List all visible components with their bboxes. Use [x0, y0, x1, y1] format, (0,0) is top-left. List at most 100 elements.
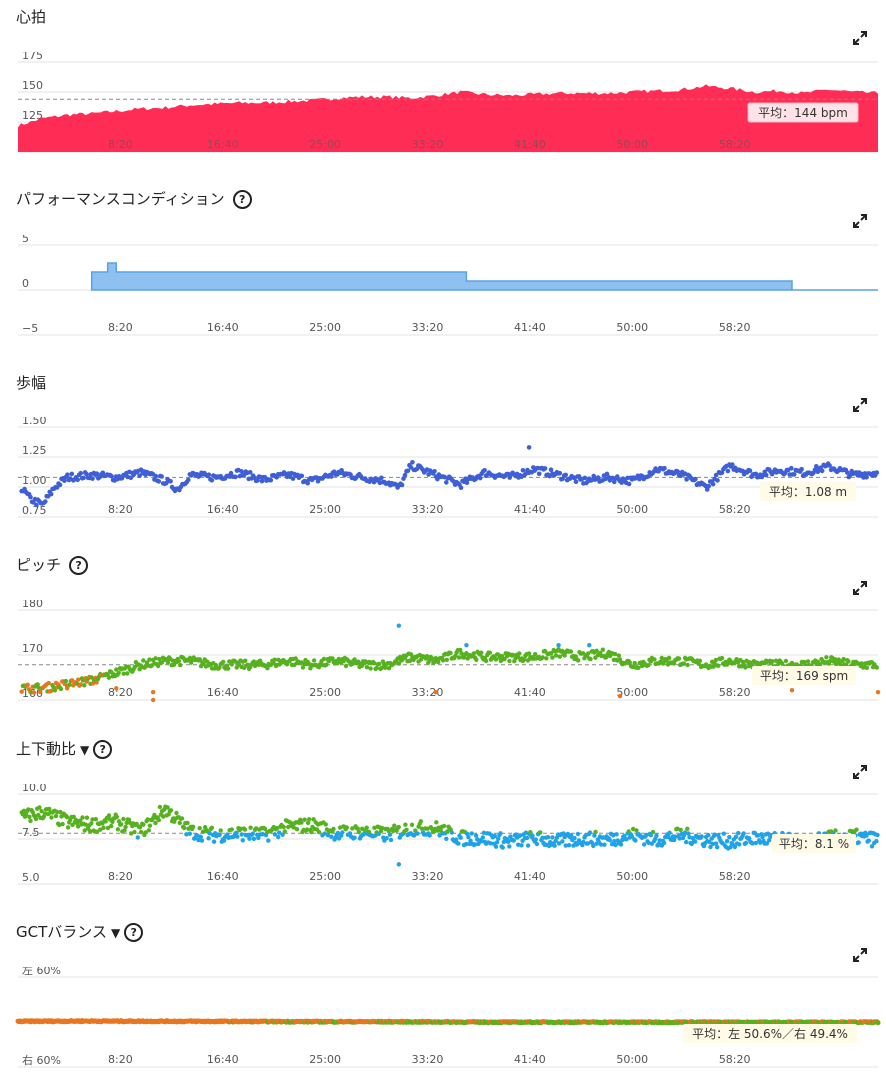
y-tick-label: 5 — [22, 235, 29, 245]
vertical-ratio-point — [469, 831, 474, 836]
expand-icon[interactable] — [852, 764, 868, 780]
y-tick-label: 1.25 — [22, 444, 47, 457]
vertical-ratio-point — [277, 830, 282, 835]
vertical-ratio-point — [611, 833, 616, 838]
vertical-ratio-point — [561, 831, 566, 836]
cadence-point — [308, 666, 313, 671]
cadence-point — [121, 671, 126, 676]
help-icon[interactable]: ? — [124, 923, 144, 942]
cadence-point — [64, 686, 70, 691]
cadence-point — [627, 660, 632, 665]
x-tick-label: 58:20 — [719, 870, 751, 883]
cadence-point — [502, 656, 507, 662]
vertical-ratio-point — [39, 809, 44, 814]
help-icon[interactable]: ? — [232, 190, 252, 209]
cadence-title: ピッチ — [16, 556, 62, 574]
expand-icon[interactable] — [852, 30, 868, 46]
vertical-ratio-point — [741, 831, 746, 836]
stride-point — [626, 481, 632, 487]
vertical-ratio-point — [618, 842, 624, 847]
cadence-point — [666, 655, 672, 661]
cadence-point — [544, 656, 549, 661]
x-tick-label: 16:40 — [207, 1053, 239, 1066]
vertical-ratio-point — [613, 842, 618, 848]
vertical-ratio-point — [311, 817, 316, 822]
dropdown-caret-icon[interactable]: ▼ — [110, 926, 121, 940]
cadence-point — [243, 658, 248, 663]
gct-balance-point — [875, 1020, 881, 1026]
stride-point — [563, 472, 568, 478]
vertical-ratio-point — [350, 826, 355, 831]
cadence-point — [824, 655, 829, 660]
vertical-ratio-point — [545, 835, 551, 840]
x-tick-label: 50:00 — [616, 686, 648, 699]
cadence-point — [464, 643, 469, 648]
vertical-ratio-point — [309, 829, 314, 835]
stride-point — [464, 480, 470, 485]
vertical-ratio-point — [528, 830, 533, 835]
vertical-ratio-point — [221, 838, 227, 843]
vertical-ratio-point — [94, 829, 100, 834]
stride-point — [62, 478, 67, 483]
vertical-ratio-point — [182, 825, 187, 831]
dropdown-caret-icon[interactable]: ▼ — [80, 743, 90, 757]
expand-icon[interactable] — [852, 947, 868, 963]
vertical-ratio-point — [661, 840, 667, 846]
vertical-ratio-point — [47, 806, 52, 812]
vertical-ratio-point — [552, 843, 557, 848]
vertical-ratio-point — [685, 826, 690, 831]
cadence-point — [517, 651, 522, 656]
y-tick-label: 180 — [22, 600, 43, 610]
vertical-ratio-point — [866, 838, 871, 843]
vertical-ratio-point — [560, 839, 565, 844]
expand-icon[interactable] — [852, 213, 868, 229]
average-box — [747, 102, 859, 123]
cadence-point — [383, 665, 388, 670]
y-tick-label: 125 — [22, 109, 43, 122]
x-tick-label: 41:40 — [514, 138, 546, 151]
vertical-ratio-point — [207, 831, 212, 836]
x-tick-label: 25:00 — [309, 138, 341, 151]
cadence-point — [90, 681, 96, 686]
vertical-ratio-point — [251, 836, 257, 841]
vertical-ratio-point — [33, 816, 39, 822]
x-tick-label: 50:00 — [616, 138, 648, 151]
average-label: 平均：169 spm — [760, 669, 848, 683]
cadence-point — [526, 651, 532, 656]
vertical-ratio-point — [71, 814, 76, 819]
vertical-ratio-point — [524, 835, 530, 841]
vertical-ratio-chart: 10.0 7.5 5.0 8:20 16:40 25:00 33:20 41:40 50:00 5… — [18, 784, 880, 885]
x-tick-label: 16:40 — [207, 686, 239, 699]
cadence-point — [225, 666, 231, 671]
vertical-ratio-point — [516, 842, 521, 847]
vertical-ratio-point — [53, 813, 59, 819]
expand-icon[interactable] — [852, 580, 868, 596]
vertical-ratio-point — [239, 832, 244, 837]
help-icon[interactable]: ? — [69, 556, 89, 575]
cadence-title-wrap: ピッチ? — [16, 554, 89, 575]
cadence-point — [479, 650, 484, 655]
cadence-point — [646, 663, 651, 668]
help-icon[interactable]: ? — [93, 740, 113, 759]
vertical-ratio-point — [323, 822, 328, 827]
vertical-ratio-point — [168, 808, 174, 813]
vertical-ratio-point — [84, 815, 90, 820]
vertical-ratio-point — [234, 830, 239, 835]
cadence-point — [229, 662, 234, 667]
x-tick-label: 8:20 — [108, 503, 133, 516]
cadence-point — [418, 657, 424, 662]
stride-point — [715, 478, 720, 483]
cadence-point — [272, 657, 277, 662]
vertical-ratio-point — [466, 834, 471, 840]
cadence-point — [875, 689, 881, 695]
vertical-ratio-point — [344, 825, 349, 830]
cadence-point — [818, 662, 823, 667]
cadence-point — [550, 655, 555, 660]
expand-icon[interactable] — [852, 397, 868, 413]
vertical-ratio-point — [602, 842, 607, 847]
vertical-ratio-point — [65, 825, 71, 830]
stride-point — [432, 469, 437, 474]
vertical-ratio-point — [105, 825, 111, 831]
vertical-ratio-point — [218, 828, 223, 833]
vertical-ratio-point — [49, 815, 54, 820]
